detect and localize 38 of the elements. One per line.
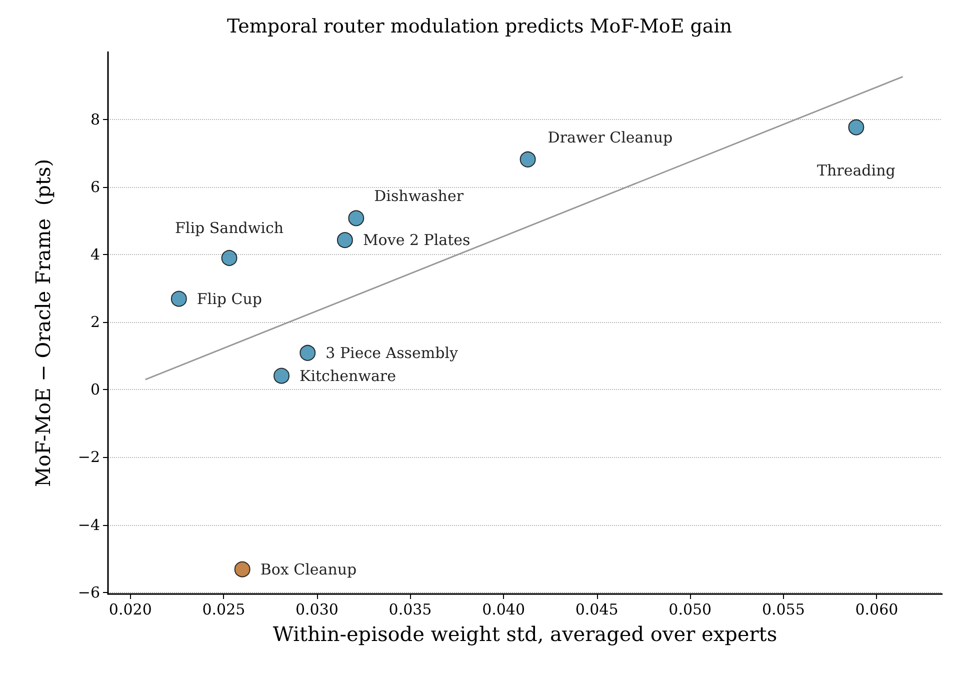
y-tick-label: −2 [78, 448, 100, 466]
y-tick-label: 0 [90, 380, 100, 399]
y-tick-label: −6 [78, 583, 100, 602]
y-axis-title: MoF-MoE − Oracle Frame (pts) [31, 158, 55, 488]
x-tick-label: 0.020 [108, 600, 152, 618]
annotation: Kitchenware [300, 366, 396, 385]
x-tick-label: 0.025 [202, 600, 246, 618]
x-axis-title: Within-episode weight std, averaged over experts [272, 622, 778, 646]
chart-title: Temporal router modulation predicts MoF-MoE gain [226, 16, 732, 38]
point [221, 250, 238, 266]
annotation: Box Cleanup [260, 560, 357, 578]
x-tick-label: 0.030 [295, 600, 338, 618]
annotation: Move 2 Plates [362, 231, 470, 250]
point [274, 368, 290, 384]
x-tick-label: 0.040 [482, 600, 526, 618]
point [520, 151, 536, 168]
point [300, 344, 316, 361]
annotation: Threading [817, 161, 896, 180]
y-tick-label: 8 [90, 110, 100, 129]
x-tick-label: 0.060 [855, 600, 898, 618]
point [234, 561, 250, 578]
annotation: Drawer Cleanup [548, 128, 673, 146]
annotation: Flip Cup [196, 290, 262, 308]
point [348, 210, 364, 226]
y-tick-label: 6 [90, 178, 100, 196]
point [170, 290, 187, 307]
x-tick-label: 0.055 [762, 600, 805, 618]
x-tick-label: 0.045 [575, 600, 618, 618]
annotation: 3 Piece Assembly [326, 344, 458, 362]
point [336, 232, 353, 248]
y-tick-label: 2 [90, 313, 100, 332]
y-tick-label: −4 [78, 516, 100, 534]
point [848, 119, 864, 136]
x-tick-label: 0.035 [388, 600, 432, 618]
x-tick-label: 0.050 [668, 600, 712, 618]
annotation: Dishwasher [374, 187, 464, 206]
annotation: Flip Sandwich [174, 218, 284, 237]
y-tick-label: 4 [90, 246, 100, 264]
